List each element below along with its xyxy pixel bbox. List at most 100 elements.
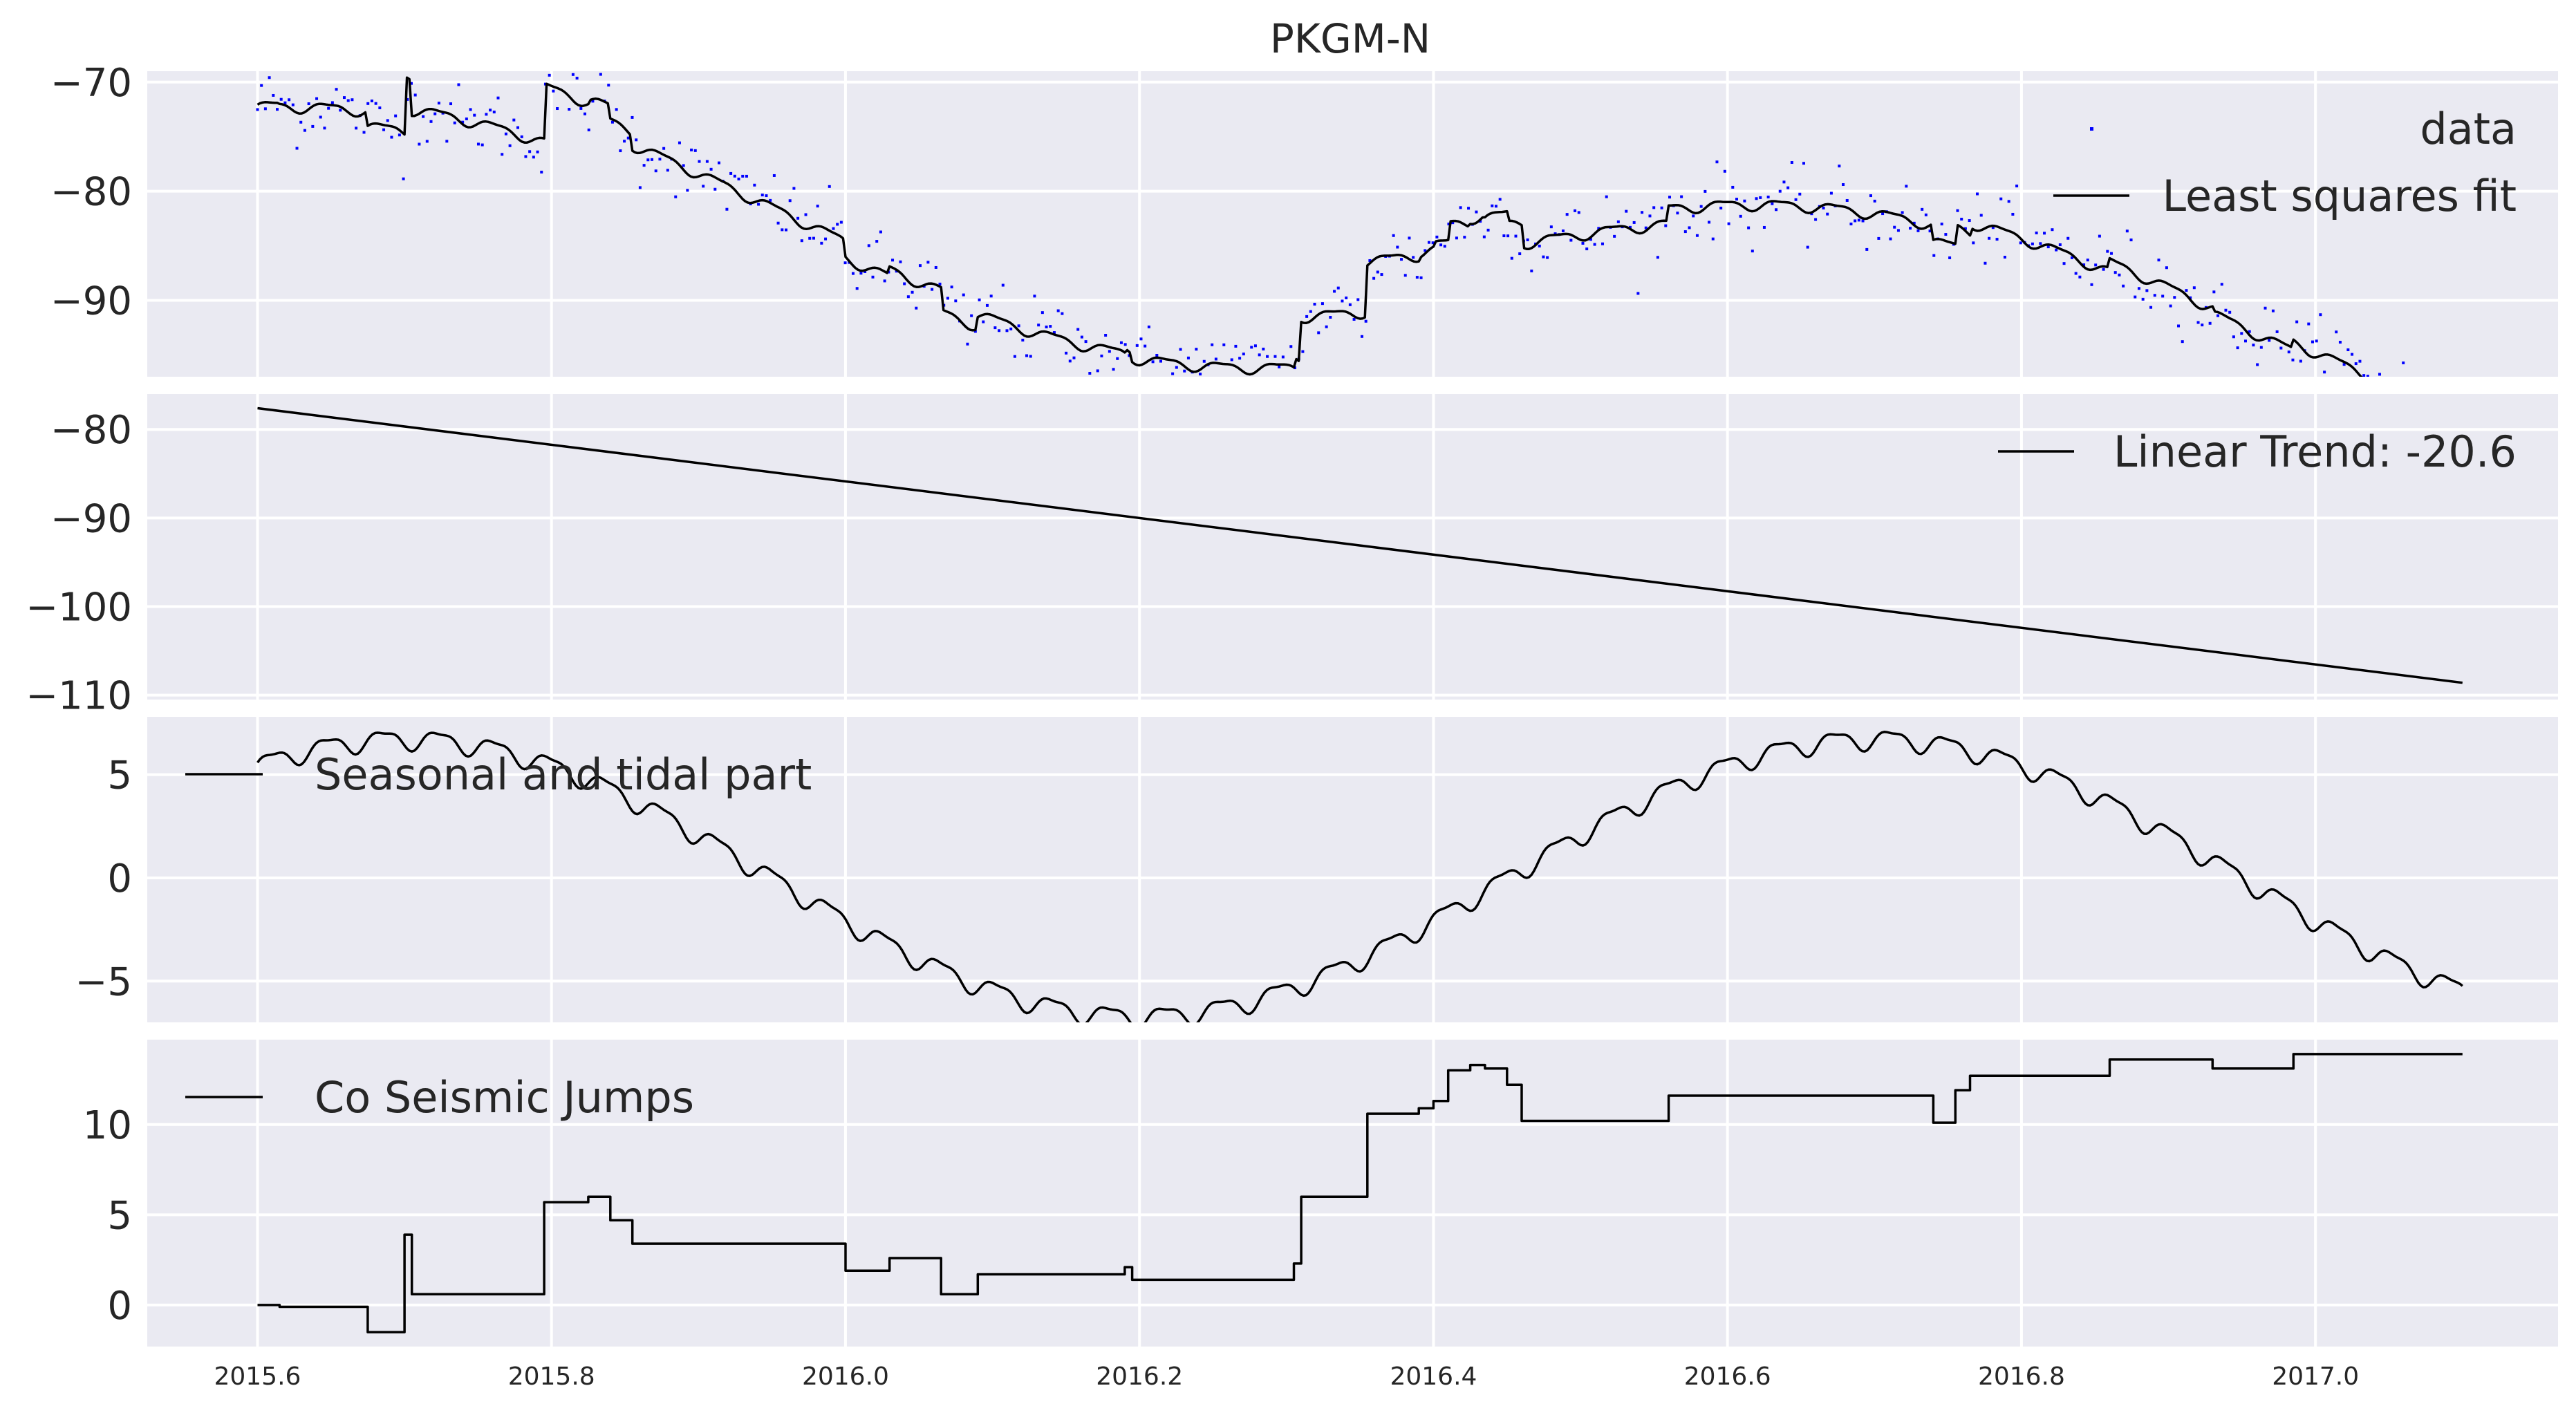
legend: Co Seismic Jumps: [185, 1072, 694, 1123]
data-point: [346, 99, 350, 102]
data-point: [682, 164, 685, 167]
data-point: [875, 240, 879, 243]
data-point: [1250, 346, 1253, 349]
data-point: [457, 83, 460, 86]
data-point: [1802, 162, 1805, 165]
data-point: [2378, 373, 2381, 376]
data-point: [899, 260, 902, 263]
data-point: [836, 223, 839, 226]
data-point: [911, 290, 914, 294]
data-point: [2051, 228, 2054, 232]
data-point: [1944, 233, 1948, 236]
data-point: [2335, 330, 2338, 334]
data-point: [1790, 161, 1793, 165]
data-point: [1084, 340, 1088, 344]
data-point: [1711, 237, 1715, 241]
data-point: [465, 117, 468, 120]
data-point: [1845, 198, 1849, 202]
data-point: [1029, 355, 1032, 358]
data-point: [2192, 286, 2196, 290]
data-point: [1743, 199, 1746, 203]
data-point: [263, 107, 267, 111]
data-point: [792, 187, 796, 190]
data-point: [989, 294, 993, 298]
data-point: [1502, 234, 1506, 238]
data-point: [275, 108, 279, 111]
data-point: [2110, 252, 2113, 255]
data-point: [1605, 195, 1608, 198]
data-point: [485, 113, 488, 116]
legend-label: Linear Trend: -20.6: [2113, 427, 2517, 477]
data-point: [1258, 353, 1261, 357]
data-point: [1061, 312, 1064, 315]
data-point: [563, 65, 566, 68]
data-point: [2284, 377, 2286, 379]
data-point: [520, 135, 523, 138]
data-point: [970, 314, 973, 317]
data-point: [674, 195, 678, 198]
data-point: [1514, 234, 1518, 238]
data-point: [1577, 211, 1580, 214]
data-point: [1175, 366, 1178, 369]
data-point: [2243, 339, 2247, 343]
data-point: [1415, 276, 1419, 279]
data-point: [1648, 214, 1652, 218]
data-point: [355, 126, 358, 130]
data-point: [413, 93, 417, 97]
data-point: [1984, 261, 1987, 265]
data-point: [753, 183, 756, 187]
data-point: [575, 77, 579, 80]
data-point: [800, 239, 803, 243]
data-point: [2165, 266, 2168, 270]
data-point: [903, 282, 906, 285]
data-point: [1526, 238, 1529, 241]
data-point: [2090, 283, 2093, 286]
data-point: [370, 99, 373, 102]
data-point: [1183, 369, 1186, 373]
data-point: [2295, 320, 2299, 324]
data-point: [1037, 324, 1040, 327]
data-point: [2043, 232, 2046, 235]
data-point: [635, 138, 638, 142]
data-point: [1692, 214, 1695, 218]
data-point: [2236, 346, 2239, 350]
data-point: [1270, 383, 1273, 386]
data-point: [398, 133, 401, 137]
data-point: [784, 228, 787, 232]
data-point: [693, 149, 697, 152]
data-point: [1076, 328, 1080, 331]
data-point: [1644, 226, 1648, 229]
data-point: [1719, 207, 1723, 210]
data-point: [1408, 236, 1411, 240]
data-point: [1123, 343, 1127, 346]
data-point: [1988, 236, 1991, 240]
data-point: [796, 216, 800, 220]
data-point: [843, 261, 847, 265]
data-point: [1164, 384, 1166, 387]
data-point: [1341, 299, 1344, 303]
data-point: [891, 259, 895, 262]
data-point: [765, 194, 768, 198]
data-point: [1108, 350, 1111, 353]
data-point: [973, 330, 977, 333]
data-point: [1597, 227, 1600, 230]
data-point: [461, 120, 465, 124]
data-point: [1056, 309, 1060, 312]
data-point: [1794, 198, 1798, 201]
data-point: [1475, 210, 1478, 214]
data-point: [1569, 238, 1573, 242]
data-point: [1542, 255, 1545, 259]
y-tick-label: 0: [107, 1284, 132, 1329]
data-point: [867, 244, 870, 247]
data-point: [1766, 196, 1770, 199]
data-point: [1881, 212, 1885, 216]
data-point: [1991, 226, 1995, 229]
data-point: [1771, 202, 1774, 205]
data-point: [2078, 275, 2082, 279]
data-point: [548, 73, 551, 77]
panel-trend: −80 −90 −100 −110 Linear Trend: -20.6: [26, 394, 2558, 719]
data-point: [934, 265, 937, 269]
data-point: [1530, 269, 1533, 272]
data-point: [1088, 372, 1092, 375]
